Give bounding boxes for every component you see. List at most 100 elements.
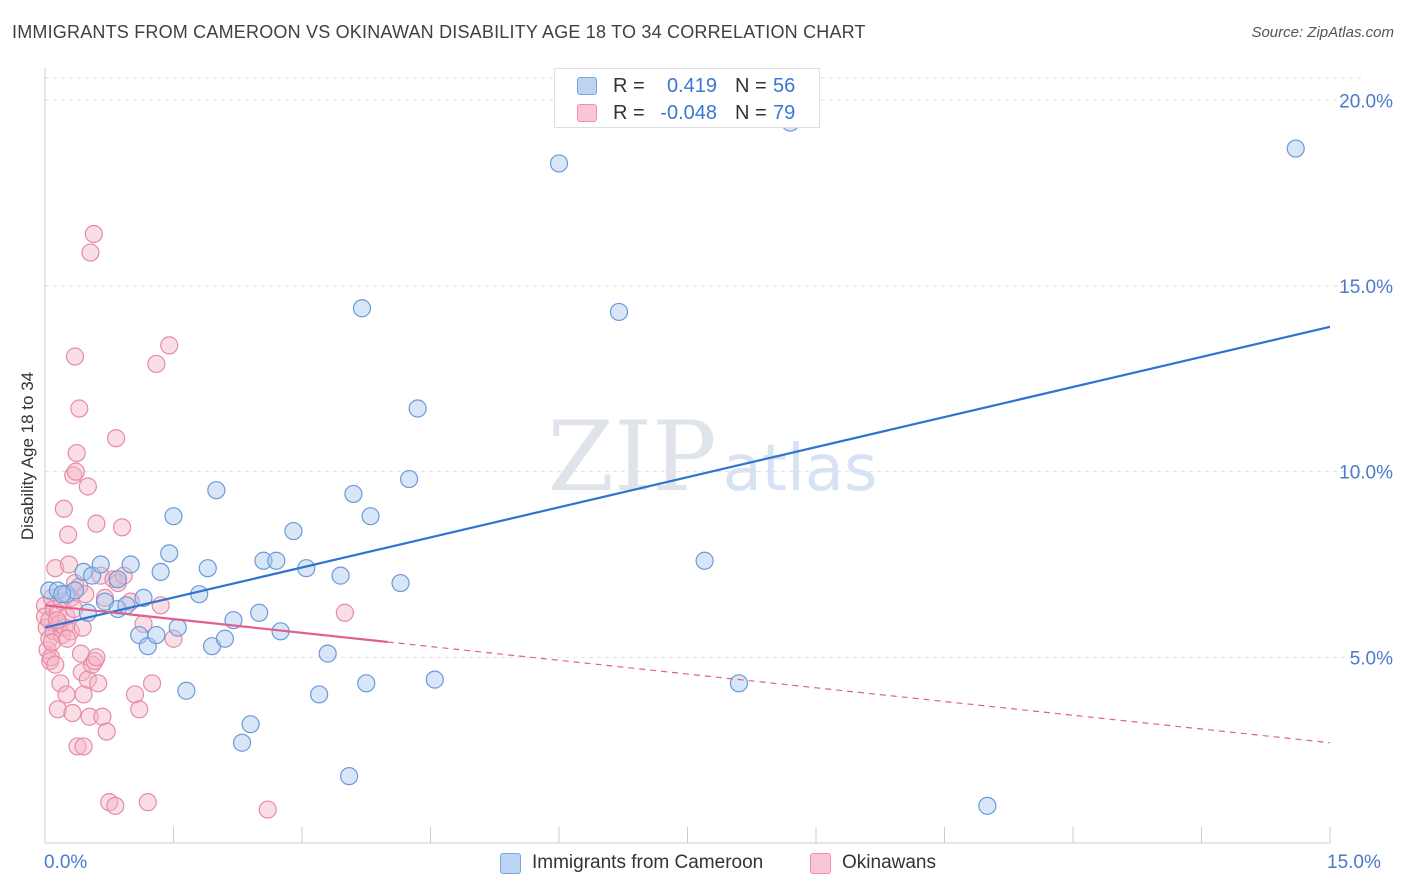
okinawans-point (160, 336, 179, 355)
trend-lines (44, 325, 1331, 744)
source-credit: Source: ZipAtlas.com (1251, 24, 1394, 41)
cameroon-point (695, 551, 714, 570)
r-value-cameroon: 0.419 (666, 75, 717, 97)
chart-title: IMMIGRANTS FROM CAMEROON VS OKINAWAN DIS… (12, 22, 866, 42)
cameroon-point (344, 484, 363, 504)
cameroon-point (361, 507, 380, 526)
okinawans-point (65, 347, 85, 366)
legend-label-okinawans: Okinawans (842, 852, 936, 873)
cameroon-point (391, 573, 410, 593)
cameroon-point (177, 681, 196, 700)
okinawans-point (48, 700, 67, 719)
watermark-zip: ZIP (547, 401, 716, 513)
okinawans-point (76, 585, 95, 604)
okinawans-point (93, 707, 112, 726)
n-value-okinawans: 79 (773, 102, 796, 124)
legend-row-okinawans: R = -0.048 N = 79 (555, 100, 819, 127)
okinawans-point (258, 800, 277, 819)
cameroon-point (254, 551, 273, 570)
okinawans-point (66, 462, 85, 481)
okinawans-point (89, 674, 108, 693)
okinawans-point (130, 700, 149, 719)
cameroon-point (978, 796, 997, 815)
cameroon-point (134, 588, 153, 608)
okinawans-point (74, 685, 93, 704)
okinawans-point (46, 655, 65, 674)
okinawans-point (112, 518, 132, 537)
x-tick-label-min: 0.0% (44, 852, 88, 873)
cameroon-point (267, 551, 286, 570)
cameroon-point (352, 299, 372, 318)
grid-lines (45, 77, 1365, 658)
okinawans-point (106, 796, 125, 815)
series-cameroon-points (40, 113, 1305, 815)
cameroon-point (207, 481, 226, 500)
cameroon-point (549, 154, 569, 173)
cameroon-point (408, 399, 427, 418)
okinawans-point (67, 443, 86, 463)
cameroon-point (53, 585, 72, 604)
cameroon-point (198, 559, 217, 578)
okinawans-point (70, 399, 89, 418)
cameroon-point (232, 733, 252, 752)
n-label: N = (735, 75, 767, 97)
okinawans-point (87, 514, 106, 533)
cameroon-point (121, 555, 140, 574)
cameroon-point (117, 596, 136, 615)
y-tick-labels: 5.0% 10.0% 15.0% 20.0% (1339, 91, 1393, 669)
series-okinawans-points (35, 224, 354, 819)
watermark: ZIP atlas (547, 401, 877, 513)
cameroon-point (1286, 139, 1305, 158)
cameroon-point (331, 566, 350, 585)
correlation-legend: R = 0.419 N = 56 R = -0.048 N = 79 (554, 68, 820, 128)
okinawans-point (59, 555, 79, 574)
okinawans-point (57, 685, 76, 704)
cameroon-point (340, 767, 359, 786)
r-label: R = (613, 75, 645, 97)
okinawans-point (87, 648, 106, 667)
legend-swatch-okinawans (577, 104, 597, 122)
legend-row-cameroon: R = 0.419 N = 56 (555, 73, 819, 100)
cameroon-point (147, 625, 166, 645)
okinawans-point (138, 793, 157, 812)
cameroon-point (160, 544, 179, 563)
okinawans-point (58, 629, 77, 648)
okinawans-point (78, 477, 97, 496)
okinawans-point (54, 499, 73, 518)
cameroon-point (310, 685, 329, 704)
legend-swatch-okinawans (810, 853, 831, 874)
okinawans-point (80, 707, 99, 726)
okinawans-point (51, 674, 70, 693)
okinawans-point (46, 559, 65, 578)
okinawans-point (81, 243, 100, 262)
n-value-cameroon: 56 (773, 75, 796, 97)
cameroon-point (425, 670, 444, 689)
trend-line-cameroon (44, 325, 1331, 629)
cameroon-point (190, 585, 209, 604)
okinawans-point (125, 685, 145, 704)
cameroon-point (164, 507, 183, 526)
cameroon-point (609, 302, 629, 322)
cameroon-point (729, 674, 749, 693)
axes (44, 68, 1331, 844)
okinawans-point (74, 737, 93, 756)
cameroon-point (318, 644, 337, 663)
r-value-okinawans: -0.048 (660, 102, 717, 124)
n-label: N = (735, 102, 767, 124)
cameroon-point (151, 562, 170, 582)
cameroon-point (250, 603, 269, 622)
cameroon-point (241, 715, 260, 734)
okinawans-point (59, 525, 78, 544)
okinawans-point (107, 429, 126, 448)
x-tick-label-max: 15.0% (1327, 852, 1381, 873)
cameroon-point (215, 629, 234, 648)
y-tick-label: 20.0% (1339, 91, 1393, 112)
watermark-atlas: atlas (723, 432, 878, 506)
okinawans-point (142, 674, 162, 693)
cameroon-point (168, 618, 187, 637)
y-tick-label: 15.0% (1339, 277, 1393, 298)
okinawans-point (68, 737, 87, 756)
okinawans-point (335, 603, 354, 622)
okinawans-point (97, 722, 116, 741)
y-tick-label: 5.0% (1350, 648, 1393, 669)
